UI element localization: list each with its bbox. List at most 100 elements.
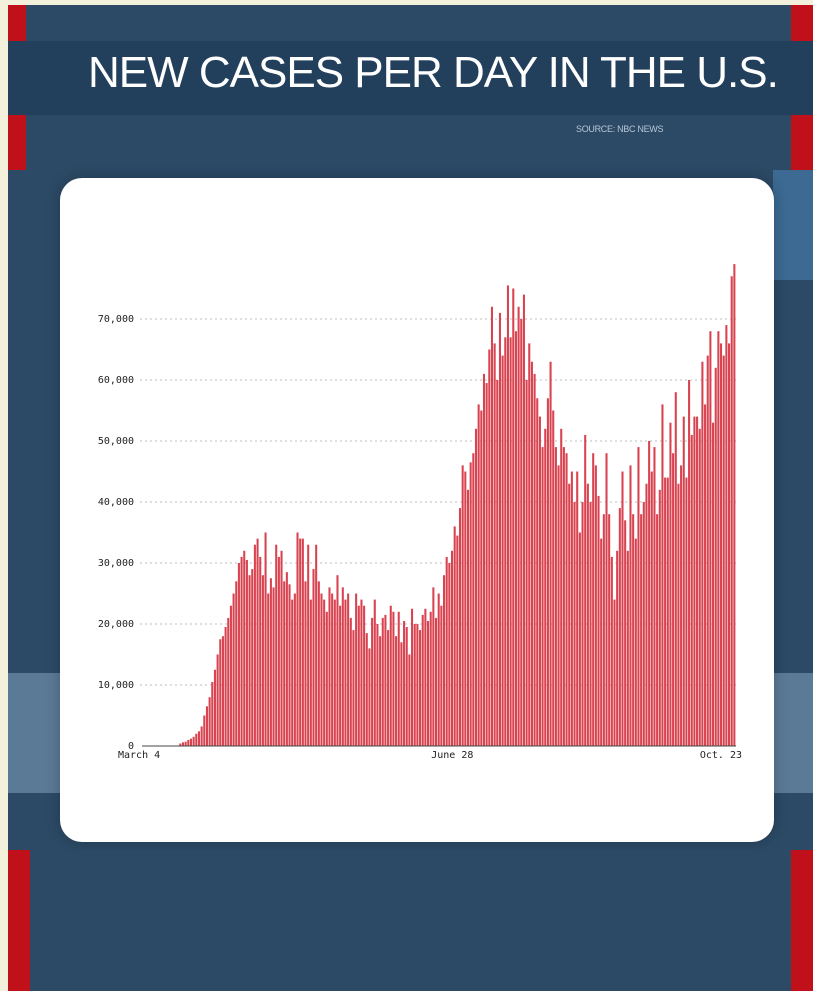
bar [235,581,238,746]
bar [381,617,384,746]
bar [440,605,443,746]
bar [693,416,696,746]
bar [253,544,256,746]
bar [642,502,645,746]
bar [453,526,456,746]
bar [427,620,430,746]
bar [179,743,182,746]
bar [650,471,653,746]
bar [283,581,286,746]
bar [658,489,661,746]
bar [203,715,206,746]
bar [626,550,629,746]
bar [221,636,224,746]
bar [448,563,451,746]
bar [363,605,366,746]
bar [520,319,523,746]
bar [621,471,624,746]
x-tick-label: June 28 [431,750,473,761]
bar [685,477,688,746]
bar [648,441,651,746]
bar [602,514,605,746]
y-tick-label: 40,000 [98,497,134,508]
bar [184,741,187,746]
bar [725,325,728,746]
bar [525,380,528,746]
chart-card: 0 10,000 20,000 30,000 40,000 50,000 60,000 70,… [60,178,774,842]
bar [549,361,552,746]
bar [240,556,243,746]
y-tick-label: 60,000 [98,375,134,386]
bar [224,627,227,746]
bar [498,312,501,746]
bar [562,447,565,746]
bar [387,630,390,746]
bar [435,617,438,746]
bar [570,471,573,746]
bar [216,654,219,746]
bar [368,648,371,746]
bar [674,392,677,746]
bar [277,556,280,746]
x-tick-label: Oct. 23 [700,750,742,761]
bar [552,410,555,746]
bar [248,575,251,746]
bar [589,502,592,746]
bar [544,428,547,746]
bar [576,471,579,746]
bar [301,538,304,746]
bar [237,563,240,746]
red-stripe-left-bottom [8,850,30,991]
bar [493,343,496,746]
bar [728,343,731,746]
bar [717,331,720,746]
bar [437,593,440,746]
bar [208,697,211,746]
bar [443,575,446,746]
chart-title: NEW CASES PER DAY IN THE U.S. [88,48,779,97]
bar [352,630,355,746]
bar [480,410,483,746]
bar [530,361,533,746]
bar [307,544,310,746]
bar [600,538,603,746]
bar [357,605,360,746]
bar [501,355,504,746]
bar [195,733,198,746]
bar [384,614,387,746]
title-band [8,41,813,115]
bar [328,587,331,746]
bar [197,731,200,746]
bar [733,264,736,746]
bar [656,514,659,746]
y-tick-label: 20,000 [98,619,134,630]
bar [677,483,680,746]
bar [187,739,190,746]
bar [331,593,334,746]
bar [645,483,648,746]
bar [245,559,248,746]
bar [490,306,493,746]
bar [592,453,595,746]
bar [504,337,507,746]
y-tick-label: 0 [128,741,134,752]
bar [365,633,368,746]
bar [496,380,499,746]
bar [482,373,486,746]
bar [472,453,475,746]
bar [653,447,656,746]
bar [445,556,448,746]
bar [232,593,235,746]
right-side-band-top [773,170,813,280]
bar [269,578,272,746]
bar [616,550,619,746]
bar [320,593,323,746]
bar [251,569,254,746]
bar [584,434,587,746]
bar [720,343,723,746]
bar [259,556,262,746]
bar [421,614,424,746]
bar [373,599,376,746]
bar [618,508,621,746]
bar [512,288,515,746]
